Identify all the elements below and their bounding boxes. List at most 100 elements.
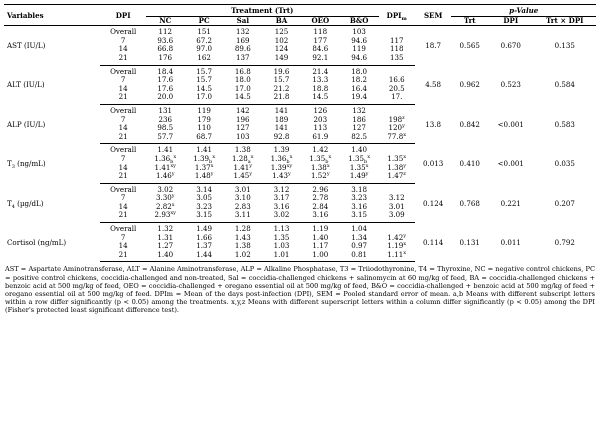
col-trt-nc: NC — [159, 15, 172, 25]
value-cell: 3.23 — [351, 193, 368, 203]
value-cell: 1.17 — [312, 241, 329, 251]
dpim-cell: 1.42y — [387, 232, 407, 242]
value-cell: 3.15 — [184, 211, 224, 224]
value-cell: 1.04 — [351, 224, 368, 234]
value-cell: 1.28ax — [232, 153, 254, 165]
value-cell: 102 — [274, 35, 289, 45]
value-cell: 68.7 — [184, 132, 224, 145]
value-cell: 132 — [352, 105, 366, 115]
value-cell: 3.12 — [273, 184, 290, 194]
value-cell: 1.43y — [262, 171, 301, 184]
value-cell: 89.6 — [234, 44, 251, 54]
value-cell: 1.49 — [196, 224, 213, 234]
dpim-cell: 17. — [378, 93, 415, 105]
col-trt-ba: BA — [275, 15, 288, 25]
value-cell: 17.6 — [157, 75, 174, 85]
value-cell: 186 — [352, 114, 366, 124]
value-cell: 1.41 — [196, 145, 213, 155]
dpim-cell: 1.38y — [387, 162, 407, 172]
value-cell: 103 — [223, 132, 263, 145]
value-cell: 1.00 — [300, 250, 340, 263]
value-cell: 2.84 — [312, 201, 329, 211]
value-cell: 94.6 — [351, 35, 368, 45]
value-cell: 21.2 — [273, 83, 290, 93]
sem-cell: 4.58 — [425, 80, 442, 90]
dpi-cell: 21 — [100, 171, 146, 184]
value-cell: 3.18 — [351, 184, 368, 194]
value-cell: 67.2 — [196, 35, 213, 45]
value-cell: 1.02 — [223, 250, 263, 263]
dpi-cell: 7 — [120, 114, 126, 124]
dpim-cell: 20.5 — [388, 83, 405, 93]
value-cell: 1.35bx — [348, 153, 371, 165]
value-cell: 189 — [274, 114, 289, 124]
value-cell: 3.15 — [339, 211, 379, 224]
value-cell: 15.7 — [196, 66, 213, 76]
value-cell: 1.40 — [351, 145, 368, 155]
table-row: 14 98.5 110 127 141 113 127 120y — [4, 123, 596, 133]
variable-label: ALP (IU/L) — [7, 119, 46, 129]
p-int-cell: 0.792 — [554, 237, 575, 247]
value-cell: 2.96 — [312, 184, 329, 194]
col-p-dpi: DPI — [503, 15, 519, 25]
table-row: 7 1.31 1.66 1.43 1.35 1.40 1.34 1.42y — [4, 232, 596, 243]
p-trt-cell: 0.962 — [459, 80, 480, 90]
value-cell: 97.0 — [196, 44, 213, 54]
value-cell: 1.52y — [300, 171, 340, 184]
value-cell: 3.17 — [273, 193, 290, 203]
value-cell: 124 — [274, 44, 289, 54]
dpi-cell: Overall — [110, 145, 137, 155]
dpim-cell: 117 — [389, 35, 404, 45]
value-cell: 3.30y — [155, 193, 175, 203]
value-cell: 196 — [236, 114, 250, 124]
value-cell: 3.16 — [351, 201, 368, 211]
variable-group: ALP (IU/L) Overall 131 119 142 141 126 132 13.8 0… — [4, 104, 596, 145]
value-cell: 1.39bx — [193, 153, 216, 165]
value-cell: 3.02 — [157, 184, 174, 194]
footnote-text: AST = Aspartate Aminotransferase, ALT = … — [5, 265, 595, 315]
value-cell: 92.8 — [262, 132, 301, 145]
value-cell: 149 — [262, 53, 301, 66]
value-cell: 1.49y — [339, 171, 379, 184]
value-cell: 14.5 — [223, 93, 263, 105]
dpi-cell: 21 — [100, 93, 146, 105]
table-row: 14 1.41xy 1.37x 1.41y 1.39xy 1.38x 1.35x 1.38y — [4, 162, 596, 173]
value-cell: 3.01 — [234, 184, 251, 194]
p-trt-cell: 0.131 — [459, 237, 480, 247]
table-row: ALT (IU/L) Overall 18.4 15.7 16.8 19.6 21.4 18.… — [4, 65, 596, 90]
value-cell: 1.27 — [157, 241, 174, 251]
value-cell: 1.03 — [273, 241, 290, 251]
value-cell: 1.41xy — [154, 162, 176, 172]
value-cell: 132 — [236, 27, 250, 37]
value-cell: 15.7 — [196, 75, 213, 85]
p-int-cell: 0.583 — [554, 119, 575, 129]
value-cell: 18.4 — [157, 66, 174, 76]
variable-group: ALT (IU/L) Overall 18.4 15.7 16.8 19.6 21.4 18.… — [4, 65, 596, 105]
col-sem: SEM — [423, 10, 443, 20]
dpi-cell: 7 — [120, 193, 126, 203]
table-row: 7 236 179 196 189 203 186 198z — [4, 114, 596, 125]
value-cell: 127 — [236, 123, 250, 133]
value-cell: 2.93xy — [145, 211, 185, 224]
col-pvalue-group: p-Value — [451, 4, 596, 17]
value-cell: 126 — [313, 105, 328, 115]
dpim-cell: 3.01 — [388, 201, 405, 211]
dpi-cell: 7 — [120, 35, 126, 45]
table-row: 21 1.40 1.44 1.02 1.01 1.00 0.81 1.11x — [4, 250, 596, 263]
p-trt-cell: 0.768 — [459, 198, 480, 208]
dpi-cell: Overall — [110, 224, 137, 234]
dpi-cell: 14 — [118, 83, 128, 93]
variable-label: ALT (IU/L) — [7, 80, 45, 90]
dpim-cell: 1.35x — [387, 153, 407, 163]
col-dpi: DPI — [115, 10, 131, 20]
value-cell: 1.28 — [234, 224, 251, 234]
value-cell: 1.36bx — [154, 153, 177, 165]
dpim-cell: 3.12 — [388, 193, 405, 203]
value-cell: 20.0 — [145, 93, 185, 105]
value-cell: 1.36bx — [270, 153, 293, 165]
p-dpi-cell: 0.523 — [500, 80, 521, 90]
dpi-cell: Overall — [110, 184, 137, 194]
p-dpi-cell: 0.221 — [500, 198, 521, 208]
variable-group: T4 (µg/dL) Overall 3.02 3.14 3.01 3.12 2.96 3.1… — [4, 183, 596, 224]
value-cell: 15.7 — [273, 75, 290, 85]
